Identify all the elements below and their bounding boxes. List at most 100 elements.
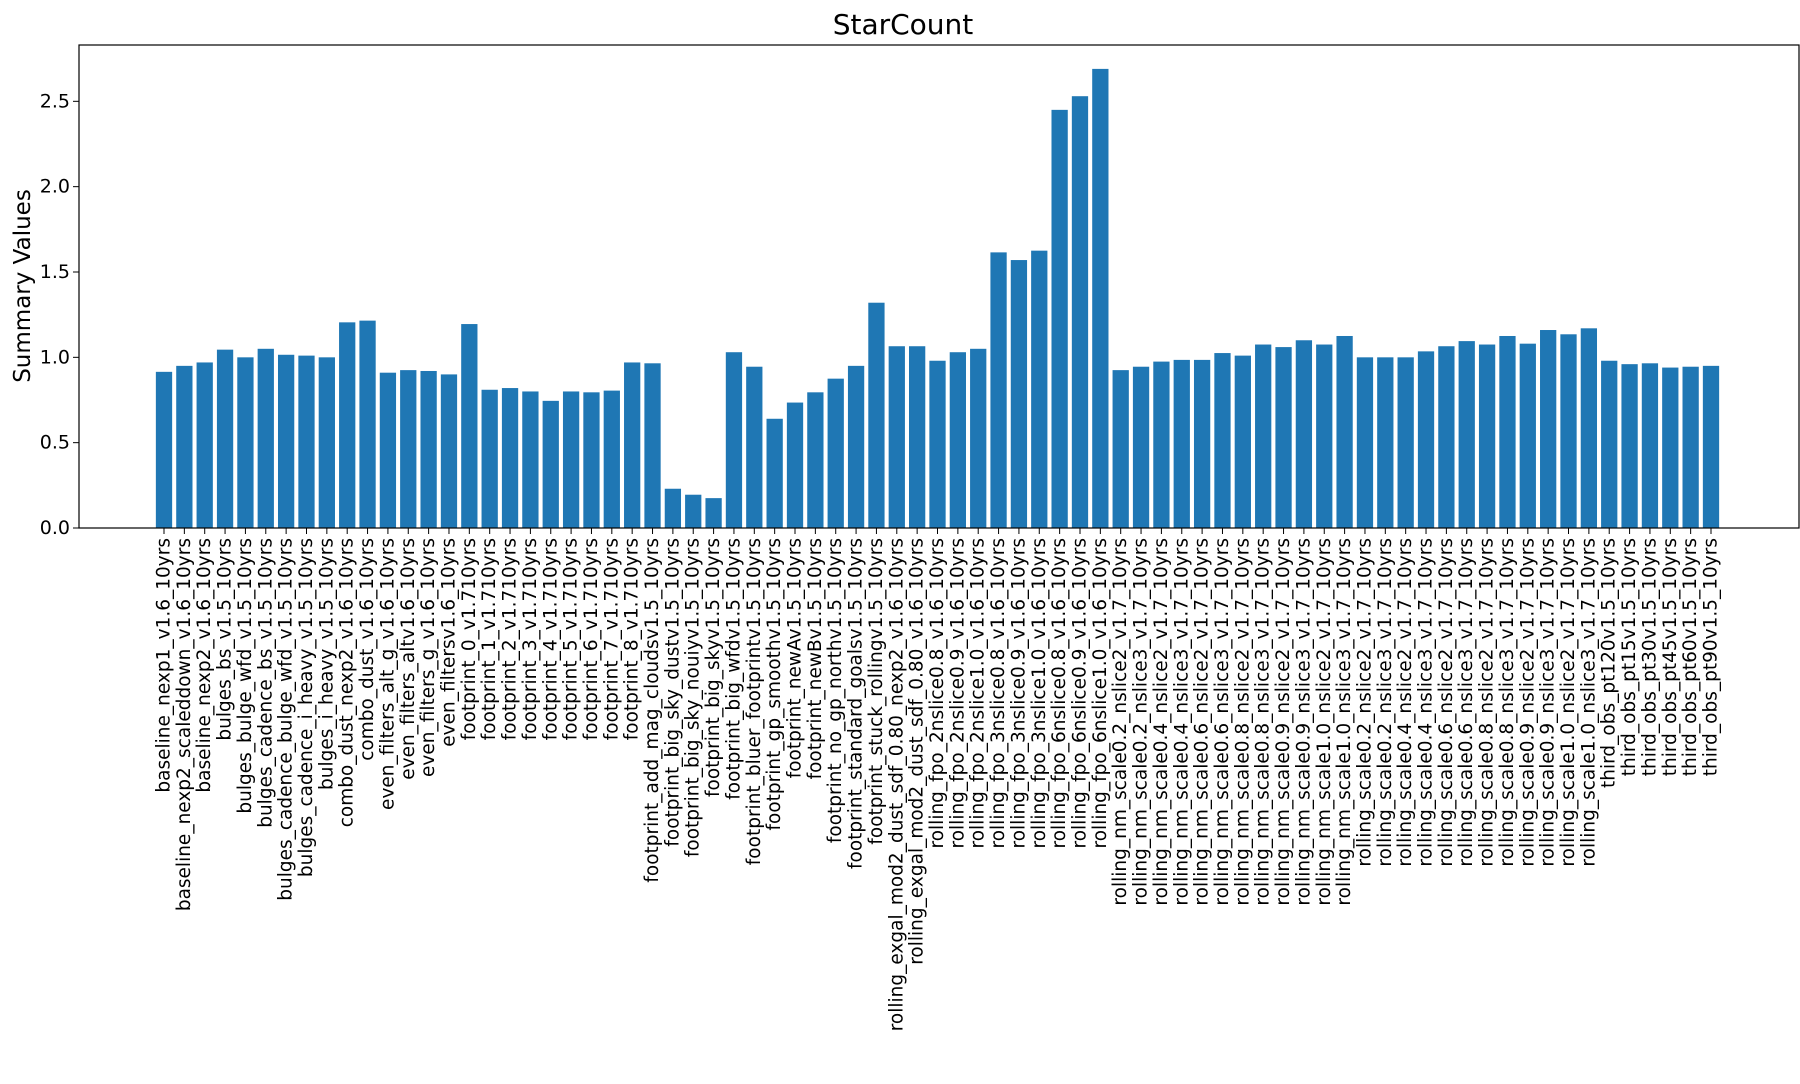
bar (1499, 335, 1516, 528)
y-tick-label: 1.5 (40, 261, 70, 283)
bar (1662, 367, 1679, 528)
x-tick-label: rolling_nm_scale0.8_nslice3_v1.7_10yrs (1253, 538, 1274, 906)
x-tick-label: bulges_cadence_bs_v1.5_10yrs (255, 538, 276, 828)
bar (786, 402, 804, 528)
bar (1560, 334, 1577, 528)
x-tick-label: rolling_nm_scale0.9_nslice2_v1.7_10yrs (1273, 538, 1294, 906)
bar (746, 366, 763, 528)
x-tick-label: rolling_fpo_2nslice1.0_v1.6_10yrs (968, 538, 989, 848)
bar (1540, 330, 1557, 528)
bar (461, 324, 478, 528)
x-tick-label: rolling_fpo_3nslice1.0_v1.6_10yrs (1029, 538, 1050, 848)
x-tick-label: rolling_fpo_2nslice0.8_v1.6_10yrs (927, 538, 948, 848)
x-tick-label: combo_dust_v1.6_10yrs (357, 538, 378, 761)
bar (176, 365, 193, 528)
bar (359, 320, 376, 528)
x-tick-label: rolling_fpo_3nslice0.8_v1.6_10yrs (988, 538, 1009, 848)
x-tick-label: rolling_nm_scale1.0_nslice3_v1.7_10yrs (1334, 538, 1355, 906)
bar (1438, 346, 1455, 528)
x-tick-label: bulges_cadence_bulge_wfd_v1.5_10yrs (276, 538, 297, 901)
x-tick-label: footprint_no_gp_northv1.5_10yrs (825, 538, 846, 843)
bar (1356, 357, 1374, 528)
x-tick-label: footprint_big_wfdv1.5_10yrs (723, 538, 744, 800)
bar (990, 252, 1007, 528)
x-tick-label: footprint_5_v1.710yrs (561, 538, 582, 740)
x-tick-label: rolling_fpo_6nslice1.0_v1.6_10yrs (1090, 538, 1111, 848)
x-tick-label: footprint_newAv1.5_10yrs (785, 538, 806, 778)
bar (501, 388, 519, 528)
x-tick-label: rolling_scale0.6_nslice3_v1.7_10yrs (1456, 538, 1477, 867)
x-tick-label: third_obs_pt15v1.5_10yrs (1619, 538, 1640, 776)
bar (644, 363, 661, 528)
bar (339, 322, 356, 528)
x-tick-label: rolling_nm_scale0.2_nslice3_v1.7_10yrs (1131, 538, 1152, 906)
x-tick-label: rolling_nm_scale0.6_nslice2_v1.7_10yrs (1192, 538, 1213, 906)
bar (705, 498, 722, 528)
bar (685, 494, 702, 528)
bar (1478, 344, 1496, 528)
bar (1275, 347, 1292, 528)
bar (379, 372, 397, 528)
bar (420, 370, 437, 528)
x-tick-label: footprint_7_v1.710yrs (601, 538, 622, 740)
x-tick-label: rolling_nm_scale0.6_nslice3_v1.7_10yrs (1212, 538, 1233, 906)
bar (1519, 343, 1536, 528)
x-tick-label: rolling_fpo_6nslice0.9_v1.6_10yrs (1069, 538, 1090, 848)
x-tick-label: rolling_nm_scale0.8_nslice2_v1.7_10yrs (1232, 538, 1253, 906)
bar (440, 374, 458, 528)
x-axis: baseline_nexp1_v1.6_10yrs baseline_nexp2_… (154, 528, 1722, 1031)
x-tick-label: footprint_big_sky_dustv1.5_10yrs (662, 538, 683, 847)
x-tick-label: footprint_6_v1.710yrs (581, 538, 602, 740)
x-tick-label: rolling_scale0.8_nslice2_v1.7_10yrs (1477, 538, 1498, 867)
bar (1051, 109, 1068, 529)
x-tick-label: baseline_nexp1_v1.6_10yrs (154, 538, 175, 793)
y-tick-label: 1.0 (40, 346, 70, 368)
bar (562, 391, 580, 528)
bar (1702, 365, 1720, 528)
x-tick-label: even_filters_g_v1.6_10yrs (418, 538, 439, 777)
bar (216, 349, 234, 528)
x-tick-label: footprint_big_sky_nouiyv1.5_10yrs (683, 538, 704, 857)
chart-title: StarCount (833, 8, 974, 41)
bar (155, 371, 173, 528)
x-tick-label: rolling_nm_scale0.2_nslice2_v1.7_10yrs (1110, 538, 1131, 906)
x-tick-label: even_filters_alt_g_v1.6_10yrs (377, 538, 398, 810)
bar (827, 378, 844, 528)
x-tick-label: rolling_scale0.8_nslice3_v1.7_10yrs (1497, 538, 1518, 867)
bar (1397, 357, 1414, 528)
bar (725, 352, 743, 528)
bar (664, 488, 682, 528)
bar (1295, 340, 1313, 528)
bar (1031, 250, 1048, 528)
x-tick-label: rolling_scale0.9_nslice2_v1.7_10yrs (1517, 538, 1538, 867)
bar (1682, 366, 1699, 528)
x-tick-label: bulges_bs_v1.5_10yrs (215, 538, 236, 741)
x-tick-label: rolling_nm_scale0.9_nslice3_v1.7_10yrs (1293, 538, 1314, 906)
x-tick-label: footprint_newBv1.5_10yrs (805, 538, 826, 779)
bar (909, 346, 926, 528)
x-tick-label: rolling_scale1.0_nslice3_v1.7_10yrs (1578, 538, 1599, 867)
bar (522, 391, 539, 528)
bar (1153, 361, 1170, 528)
y-tick-label: 0.0 (40, 517, 70, 539)
bar (542, 400, 559, 528)
bar (888, 346, 905, 528)
bar (868, 302, 885, 528)
bar (1580, 328, 1598, 528)
x-tick-label: baseline_nexp2_v1.6_10yrs (194, 538, 215, 793)
bar (1193, 359, 1211, 528)
bar (807, 392, 824, 528)
bar (1316, 344, 1333, 528)
x-tick-label: rolling_scale0.4_nslice3_v1.7_10yrs (1416, 538, 1437, 867)
bar (481, 389, 498, 528)
bars (155, 68, 1720, 529)
bar (624, 362, 641, 528)
x-tick-label: rolling_exgal_mod2_dust_sdf_0.80_nexp2_v… (886, 538, 907, 1031)
bar (1071, 96, 1089, 528)
x-tick-label: rolling_nm_scale1.0_nslice2_v1.7_10yrs (1314, 538, 1335, 906)
bar (1214, 353, 1231, 528)
bar (196, 362, 213, 528)
bar (277, 354, 295, 528)
